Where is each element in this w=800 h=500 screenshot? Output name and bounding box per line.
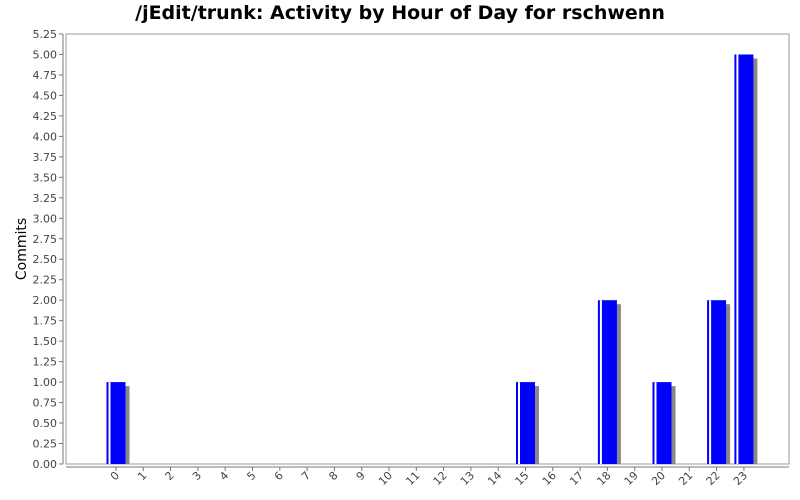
y-tick-label: 4.50 bbox=[33, 89, 58, 102]
y-tick-label: 3.50 bbox=[33, 171, 58, 184]
x-tick-label: 0 bbox=[108, 469, 122, 483]
x-tick-label: 5 bbox=[244, 469, 258, 483]
x-tick-label: 23 bbox=[731, 469, 750, 488]
x-tick-label: 14 bbox=[485, 469, 504, 488]
y-tick-label: 4.75 bbox=[33, 69, 58, 82]
bar-highlight bbox=[736, 54, 739, 464]
y-tick-label: 4.00 bbox=[33, 130, 58, 143]
bars bbox=[106, 54, 758, 464]
x-tick-label: 6 bbox=[272, 469, 286, 483]
bar-highlight bbox=[599, 300, 602, 464]
x-tick-label: 20 bbox=[649, 469, 668, 488]
y-tick-label: 0.50 bbox=[33, 417, 58, 430]
plot-area bbox=[65, 33, 790, 465]
y-tick-label: 1.50 bbox=[33, 335, 58, 348]
bar-hour-22 bbox=[707, 300, 727, 464]
y-tick-label: 0.25 bbox=[33, 438, 58, 451]
bar-highlight bbox=[654, 382, 657, 464]
x-tick-label: 17 bbox=[567, 469, 586, 488]
x-tick-label: 4 bbox=[217, 469, 231, 483]
y-tick-label: 2.50 bbox=[33, 253, 58, 266]
x-tick-label: 21 bbox=[676, 469, 695, 488]
y-tick-label: 1.25 bbox=[33, 356, 58, 369]
y-tick-label: 1.00 bbox=[33, 376, 58, 389]
bar-highlight bbox=[518, 382, 520, 464]
y-ticks: 0.00 0.25 0.50 0.75 1.00 1.25 1.50 1.75 2.00 2.25… bbox=[33, 28, 63, 471]
x-tick-label: 2 bbox=[163, 469, 177, 483]
x-tick-label: 18 bbox=[594, 469, 613, 488]
bar-highlight bbox=[709, 300, 712, 464]
y-tick-label: 5.00 bbox=[33, 48, 58, 61]
y-tick-label: 3.00 bbox=[33, 212, 58, 225]
x-tick-label: 10 bbox=[376, 469, 395, 488]
y-tick-label: 3.75 bbox=[33, 151, 58, 164]
y-tick-label: 0.75 bbox=[33, 397, 58, 410]
x-tick-label: 19 bbox=[622, 469, 641, 488]
bar-hour-15 bbox=[516, 382, 535, 464]
y-tick-label: 2.00 bbox=[33, 294, 58, 307]
x-tick-label: 7 bbox=[299, 469, 313, 483]
x-tick-label: 22 bbox=[704, 469, 723, 488]
bar-hour-0 bbox=[106, 382, 126, 464]
x-tick-label: 3 bbox=[190, 469, 204, 483]
bar-hour-18 bbox=[597, 300, 617, 464]
x-tick-label: 9 bbox=[354, 469, 368, 483]
x-tick-label: 13 bbox=[458, 469, 477, 488]
bar-hour-20 bbox=[652, 382, 672, 464]
x-tick-label: 16 bbox=[540, 469, 559, 488]
y-tick-label: 5.25 bbox=[33, 28, 58, 41]
x-ticks: 0 1 2 3 4 5 6 7 8 9 10 11 12 13 14 15 16 17 18 19 20 21 22 23 bbox=[108, 467, 750, 488]
y-tick-label: 2.75 bbox=[33, 233, 58, 246]
y-tick-label: 1.75 bbox=[33, 315, 58, 328]
x-tick-label: 8 bbox=[326, 469, 340, 483]
x-tick-label: 15 bbox=[513, 469, 532, 488]
y-axis-title: Commits bbox=[14, 218, 30, 280]
x-tick-label: 1 bbox=[135, 469, 149, 483]
y-tick-label: 4.25 bbox=[33, 110, 58, 123]
bar-highlight bbox=[108, 382, 111, 464]
chart-title: /jEdit/trunk: Activity by Hour of Day fo… bbox=[135, 2, 665, 24]
y-tick-label: 0.00 bbox=[33, 458, 58, 471]
y-tick-label: 3.25 bbox=[33, 192, 58, 205]
bar-hour-23 bbox=[734, 54, 754, 464]
x-tick-label: 11 bbox=[403, 469, 422, 488]
x-tick-label: 12 bbox=[431, 469, 450, 488]
y-tick-label: 2.25 bbox=[33, 274, 58, 287]
